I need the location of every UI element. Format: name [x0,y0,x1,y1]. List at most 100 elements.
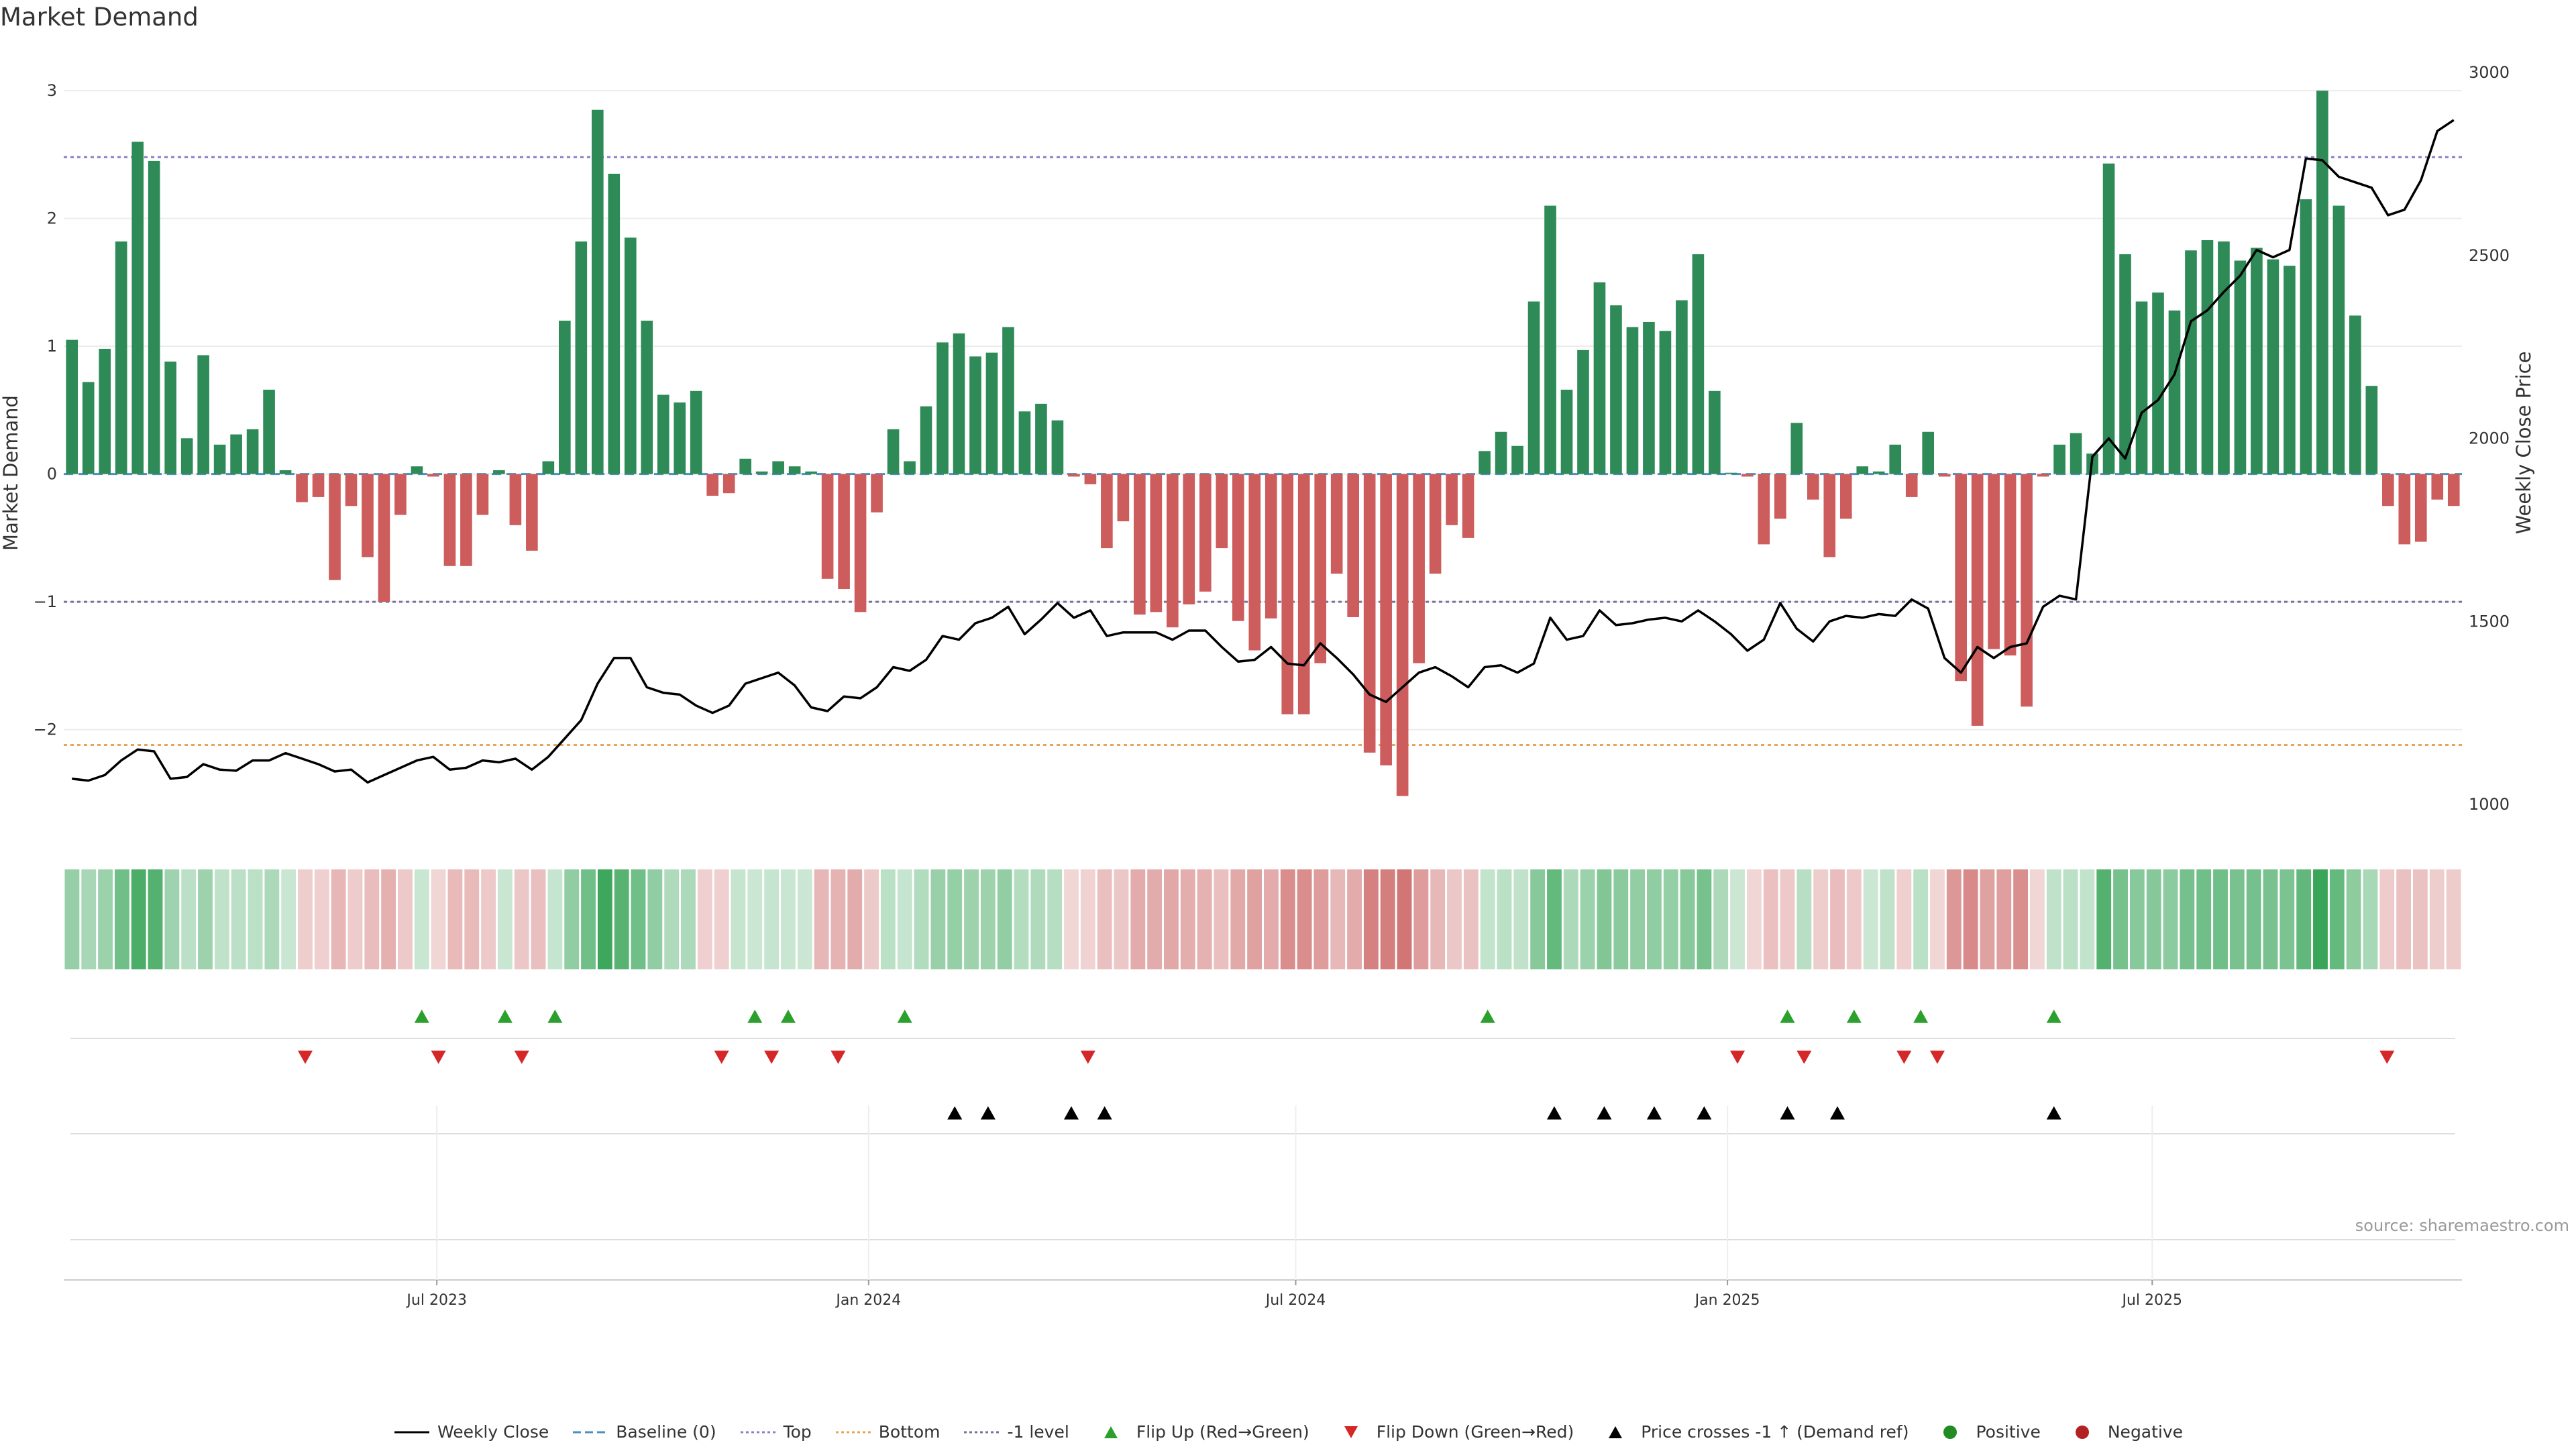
flip-up-marker [1780,1010,1795,1023]
flip-down-marker [1080,1051,1095,1064]
heat-cell [664,869,680,969]
heat-cell [614,869,629,969]
demand-bar [1084,474,1097,484]
demand-bar [1347,474,1359,617]
heat-cell [1230,869,1246,969]
demand-bar [871,474,883,513]
demand-bar [706,474,719,496]
legend-swatch [1943,1425,1957,1439]
heat-cell [1014,869,1029,969]
heat-cell [1663,869,1678,969]
demand-bar [2332,205,2345,474]
demand-bar [1610,305,1622,474]
demand-bar [1856,466,1869,474]
legend: Weekly Close Baseline (0) Top Bottom -1 leve… [0,1422,2576,1442]
legend-marker [1104,1426,1118,1438]
legend-item: Weekly Close [393,1422,549,1442]
heat-cell [1996,869,2012,969]
demand-bar [2234,260,2247,474]
heat-cell [1114,869,1129,969]
price-cross-marker [1697,1106,1712,1120]
heat-cell [2163,869,2178,969]
heat-cell [131,869,146,969]
heat-cell [331,869,346,969]
demand-bar [624,237,637,474]
heat-cell [631,869,646,969]
demand-bar [131,142,144,474]
flip-up-marker [747,1010,763,1023]
demand-bar [345,474,358,506]
y2-tick-label: 1000 [2469,795,2510,814]
heat-cell [447,869,463,969]
demand-bar [2119,254,2131,474]
heat-cell [697,869,712,969]
demand-bar [1413,474,1425,663]
heat-cell [647,869,663,969]
demand-bar [2300,199,2312,474]
demand-bar [2185,250,2197,474]
demand-bar [674,402,686,474]
demand-bar [755,471,768,474]
heat-cell [2446,869,2461,969]
heat-cell [1713,869,1729,969]
heat-cell [1480,869,1495,969]
heat-cell [1180,869,1195,969]
date-tick-label: Jan 2024 [835,1292,901,1309]
demand-bar [1560,389,1573,474]
demand-bar [936,342,949,474]
demand-bar [887,429,900,474]
demand-bar [854,474,867,612]
heat-cell [198,869,213,969]
heat-cell [1746,869,1762,969]
heat-cell [2196,869,2212,969]
demand-bar [2168,310,2181,474]
heat-cell [347,869,363,969]
demand-bar [953,333,965,474]
heat-cell [864,869,879,969]
demand-bar [115,241,127,474]
demand-bar [722,474,735,494]
flip-down-marker [714,1051,729,1064]
legend-item: Top [739,1422,812,1442]
demand-bar [1117,474,1130,522]
demand-bar [279,470,292,474]
legend-marker [2075,1425,2089,1439]
legend-item: Price crosses -1 ↑ (Demand ref) [1597,1422,1909,1442]
heat-cell [1780,869,1795,969]
demand-bar [1889,444,1902,474]
heat-cell [1080,869,1095,969]
legend-item: Positive [1931,1422,2041,1442]
legend-item: Baseline (0) [572,1422,716,1442]
heat-cell [2229,869,2245,969]
legend-label: Positive [1976,1422,2041,1442]
price-cross-marker [980,1106,996,1120]
heat-cell [847,869,863,969]
demand-bar [1199,474,1212,592]
demand-bar [575,241,588,474]
demand-bar [969,356,981,474]
demand-bar [2004,474,2017,656]
y-tick-label: 1 [47,337,57,356]
demand-bar [608,173,621,474]
demand-bar [1051,420,1064,474]
heat-cell [781,869,796,969]
heat-cell [1197,869,1212,969]
legend-swatch [1609,1426,1623,1438]
demand-bar [772,461,784,474]
demand-bar [427,474,439,477]
heat-cell [1597,869,1612,969]
heat-cell [1313,869,1329,969]
signal-panels [70,1010,2455,1240]
demand-bar [559,321,571,474]
source-note: source: sharemaestro.com [2355,1216,2569,1235]
heat-cell [597,869,612,969]
demand-bar [2201,240,2214,474]
demand-bar [1167,474,1179,628]
heat-cell [547,869,563,969]
heat-cell [2313,869,2328,969]
demand-bar [296,474,308,502]
legend-label: Bottom [878,1422,941,1442]
demand-bar [1725,472,1737,474]
demand-bar [542,461,555,474]
demand-bar [2218,241,2230,474]
